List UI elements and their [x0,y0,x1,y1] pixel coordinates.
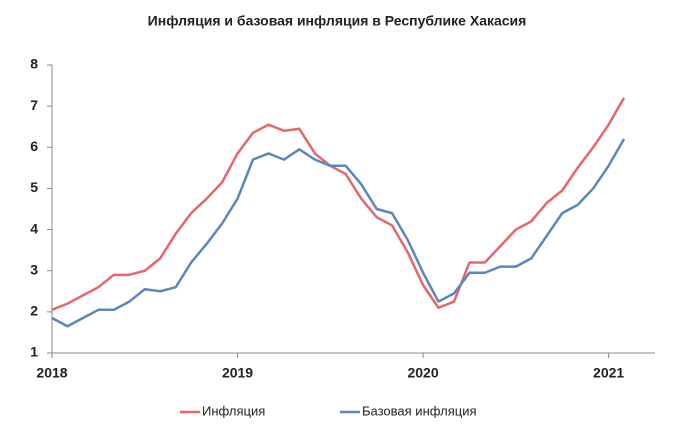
chart-title: Инфляция и базовая инфляция в Республике… [148,13,527,29]
legend-label: Базовая инфляция [362,403,477,418]
y-tick-label: 5 [30,179,38,195]
y-tick-label: 8 [30,56,38,72]
x-tick-label: 2018 [36,365,67,381]
y-tick-label: 2 [30,303,38,319]
series-line [51,138,626,328]
y-tick-label: 1 [30,344,38,360]
legend-label: Инфляция [202,403,265,418]
y-tick-label: 3 [30,261,38,277]
x-tick-label: 2020 [407,365,438,381]
y-tick-label: 6 [30,138,38,154]
series-line [51,97,626,311]
x-tick-label: 2019 [222,365,253,381]
x-tick-label: 2021 [593,365,624,381]
y-tick-label: 4 [30,220,38,236]
y-tick-label: 7 [30,97,38,113]
